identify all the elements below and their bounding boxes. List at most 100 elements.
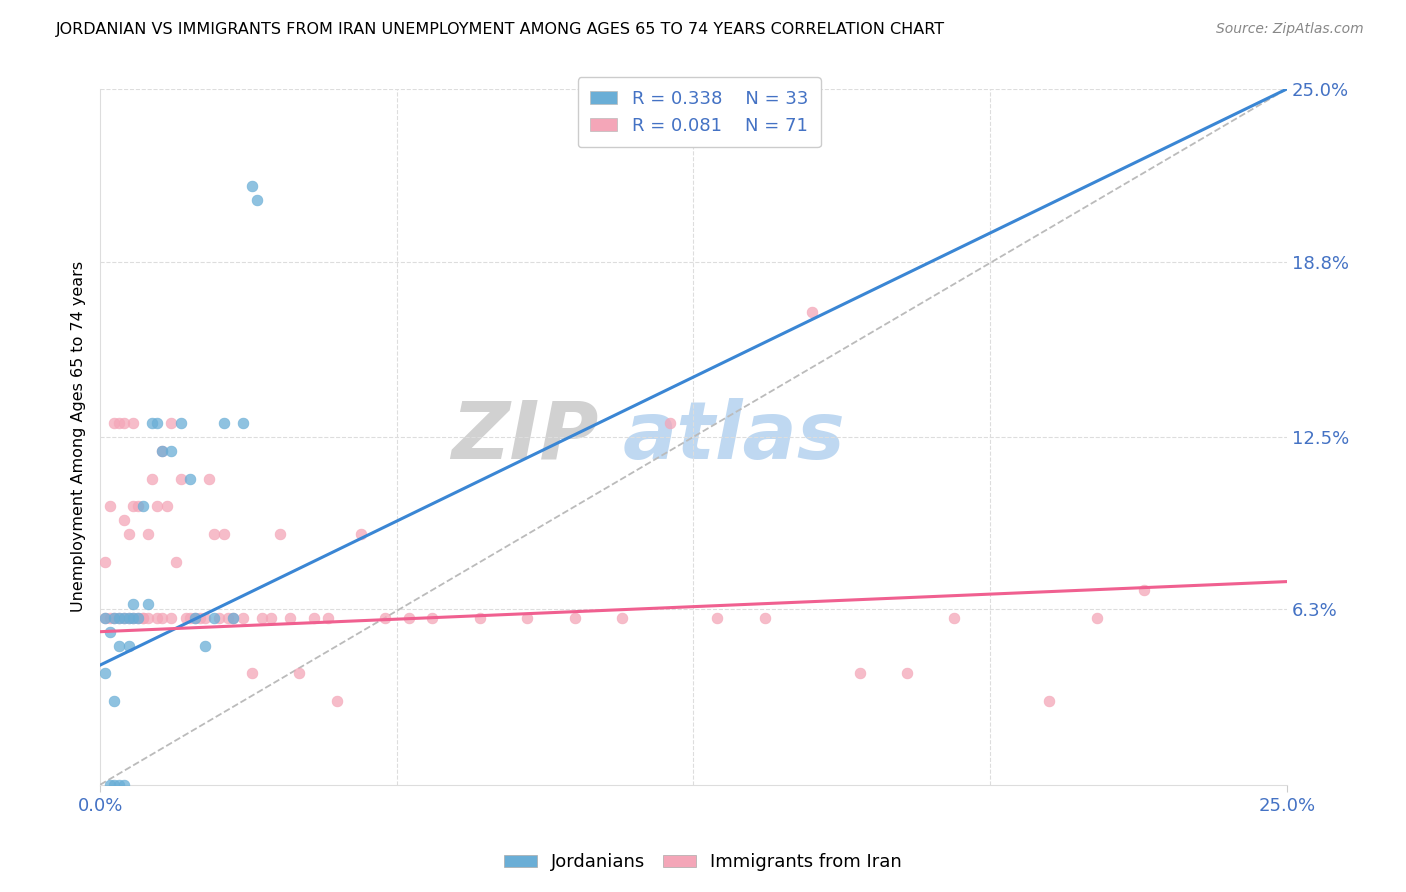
Legend: Jordanians, Immigrants from Iran: Jordanians, Immigrants from Iran [496,847,910,879]
Point [108,778,131,792]
Point [184,611,207,625]
Point [103,611,125,625]
Point [136,527,159,541]
Point [103,611,125,625]
Point [122,416,145,430]
Point [170,416,193,430]
Point [246,194,269,208]
Y-axis label: Unemployment Among Ages 65 to 74 years: Unemployment Among Ages 65 to 74 years [72,261,86,613]
Point [94,611,117,625]
Point [146,500,169,514]
Point [122,611,145,625]
Point [122,500,145,514]
Point [302,611,325,625]
Point [231,416,253,430]
Point [202,527,225,541]
Point [132,611,155,625]
Point [193,639,215,653]
Point [1133,582,1156,597]
Point [94,611,117,625]
Point [98,500,121,514]
Point [112,513,135,527]
Point [165,555,187,569]
Point [260,611,283,625]
Text: ZIP: ZIP [451,398,599,476]
Text: JORDANIAN VS IMMIGRANTS FROM IRAN UNEMPLOYMENT AMONG AGES 65 TO 74 YEARS CORRELA: JORDANIAN VS IMMIGRANTS FROM IRAN UNEMPL… [56,22,945,37]
Point [468,611,491,625]
Point [516,611,538,625]
Point [108,611,131,625]
Point [136,611,159,625]
Point [943,611,966,625]
Point [132,500,155,514]
Text: Source: ZipAtlas.com: Source: ZipAtlas.com [1216,22,1364,37]
Point [117,611,139,625]
Point [316,611,339,625]
Point [658,416,681,430]
Point [231,611,253,625]
Point [112,611,135,625]
Point [108,639,131,653]
Point [112,778,135,792]
Point [103,694,125,708]
Point [564,611,586,625]
Point [160,443,183,458]
Point [350,527,373,541]
Point [212,527,235,541]
Point [136,597,159,611]
Point [212,416,235,430]
Point [179,472,201,486]
Point [150,443,173,458]
Point [848,666,870,681]
Point [103,778,125,792]
Point [184,611,207,625]
Point [288,666,311,681]
Point [132,611,155,625]
Point [103,416,125,430]
Point [278,611,301,625]
Point [108,416,131,430]
Point [250,611,273,625]
Point [146,611,169,625]
Point [98,624,121,639]
Point [1038,694,1060,708]
Point [141,472,163,486]
Point [127,611,149,625]
Point [198,472,221,486]
Point [240,179,263,194]
Point [706,611,728,625]
Point [374,611,396,625]
Point [422,611,444,625]
Point [112,611,135,625]
Point [94,666,117,681]
Point [193,611,215,625]
Point [174,611,197,625]
Point [127,500,149,514]
Point [612,611,634,625]
Point [326,694,349,708]
Point [146,416,169,430]
Point [98,611,121,625]
Point [240,666,263,681]
Point [801,304,824,318]
Point [117,611,139,625]
Point [117,527,139,541]
Point [202,611,225,625]
Point [117,639,139,653]
Point [112,416,135,430]
Point [222,611,245,625]
Point [208,611,231,625]
Legend: R = 0.338    N = 33, R = 0.081    N = 71: R = 0.338 N = 33, R = 0.081 N = 71 [578,78,821,147]
Point [122,611,145,625]
Point [94,555,117,569]
Point [398,611,420,625]
Point [896,666,918,681]
Point [127,611,149,625]
Point [179,611,201,625]
Point [155,500,177,514]
Point [150,443,173,458]
Point [188,611,211,625]
Text: atlas: atlas [623,398,845,476]
Point [170,472,193,486]
Point [269,527,291,541]
